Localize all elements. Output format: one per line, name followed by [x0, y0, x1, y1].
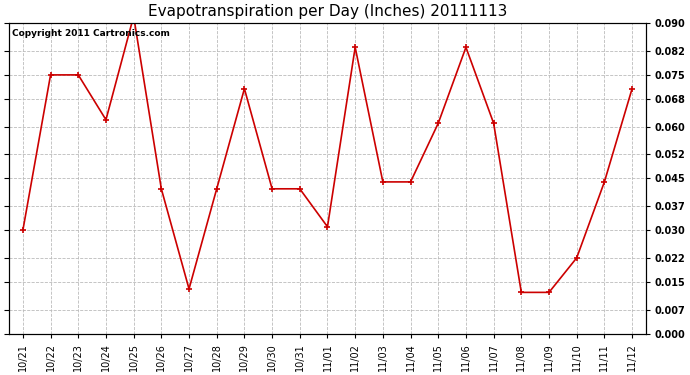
Title: Evapotranspiration per Day (Inches) 20111113: Evapotranspiration per Day (Inches) 2011…	[148, 4, 507, 19]
Text: Copyright 2011 Cartronics.com: Copyright 2011 Cartronics.com	[12, 29, 170, 38]
